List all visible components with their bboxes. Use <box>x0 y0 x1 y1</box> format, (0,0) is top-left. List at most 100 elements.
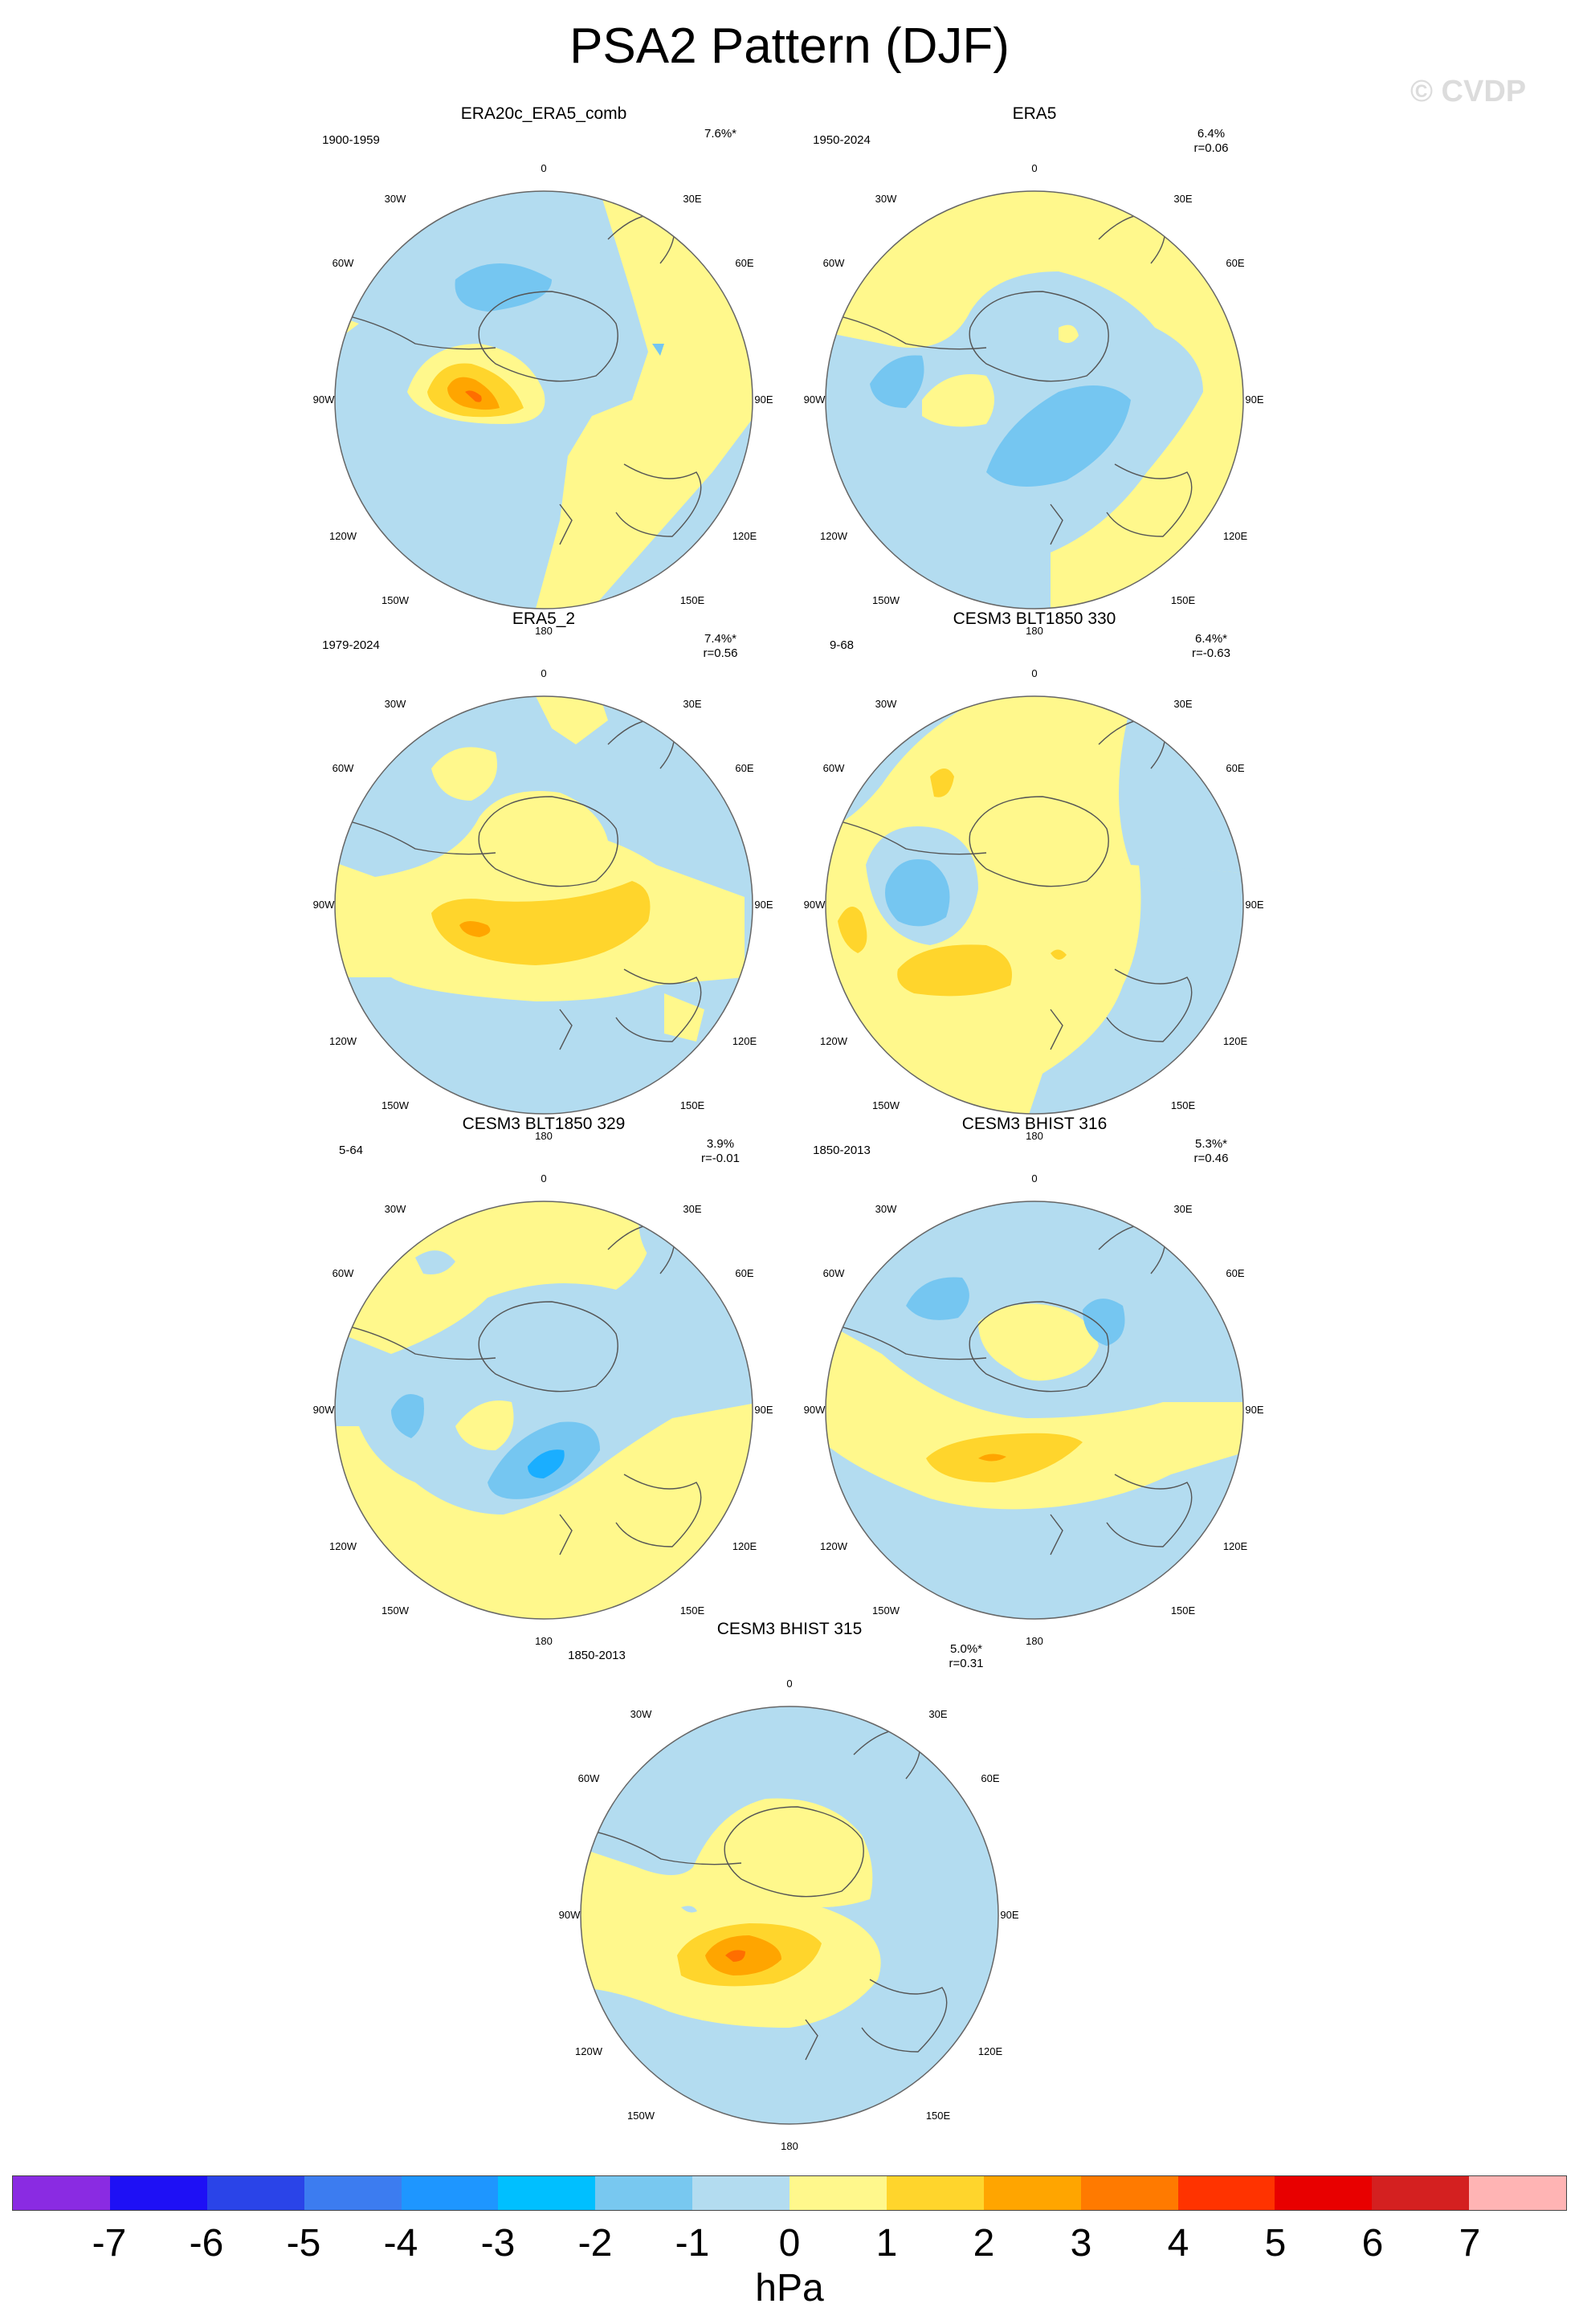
longitude-label: 30W <box>384 698 406 710</box>
longitude-label: 120E <box>732 530 757 542</box>
panel-correlation: r=-0.01 <box>701 1152 740 1165</box>
longitude-label: 150E <box>925 2110 951 2122</box>
colorbar-segment <box>790 2176 887 2210</box>
colorbar-tick-label: 7 <box>1459 2222 1481 2265</box>
negative-anomaly-region <box>986 385 1131 487</box>
panel-title: ERA20c_ERA5_comb <box>460 104 627 123</box>
negative-anomaly-region <box>1119 704 1243 873</box>
longitude-label: 120W <box>575 2045 602 2057</box>
polar-map <box>334 1201 753 1620</box>
longitude-label: 150W <box>872 594 900 606</box>
colorbar-segment <box>13 2176 110 2210</box>
panel-title: ERA5_2 <box>512 610 576 628</box>
colorbar-tick-label: 1 <box>875 2222 898 2265</box>
panel-years: 1979-2024 <box>322 638 380 652</box>
continent-coastline <box>1106 1474 1193 1547</box>
longitude-label: 60E <box>735 257 754 269</box>
longitude-label: 180 <box>1026 1635 1043 1647</box>
panel-percent: 7.4%* <box>704 632 737 646</box>
colorbar-tick-label: -4 <box>383 2222 418 2265</box>
longitude-label: 150E <box>679 1604 705 1617</box>
positive-anomaly-region <box>1014 786 1120 895</box>
panel-stats: 5.0%* r=0.31 <box>902 1642 1030 1671</box>
panel-years: 5-64 <box>338 1144 364 1157</box>
map-border <box>825 695 1244 1115</box>
panel-percent: 3.9% <box>706 1137 735 1151</box>
map-border <box>825 1201 1244 1620</box>
longitude-label: 60W <box>822 1267 845 1279</box>
longitude-label: 90E <box>1245 1404 1264 1416</box>
longitude-label: 0 <box>1031 162 1038 174</box>
positive-anomaly-region <box>930 769 954 797</box>
positive-anomaly-region <box>431 747 497 801</box>
negative-anomaly-region <box>681 1906 697 1913</box>
longitude-label: 180 <box>535 1130 553 1142</box>
longitude-label: 60W <box>332 1267 354 1279</box>
antarctica-coastline <box>969 1301 1109 1392</box>
continent-coastline <box>826 1321 987 1360</box>
longitude-label: 60E <box>1226 1267 1245 1279</box>
antarctica-coastline <box>969 796 1109 887</box>
map-panel-era20c: ERA20c_ERA5_comb 1900-1959 7.6%* 0 30E 60E… <box>295 104 793 649</box>
longitude-label: 150E <box>1170 1099 1196 1111</box>
longitude-label: 180 <box>535 625 553 637</box>
negative-anomaly-region <box>391 1394 424 1438</box>
longitude-label: 150E <box>679 1099 705 1111</box>
positive-anomaly-region <box>922 374 994 427</box>
positive-anomaly-region <box>897 944 1012 997</box>
positive-anomaly-region <box>1051 949 1067 960</box>
panel-correlation: r=0.56 <box>703 646 738 660</box>
positive-anomaly-region <box>536 191 753 609</box>
panel-title: CESM3 BLT1850 329 <box>462 1115 626 1133</box>
longitude-label: 180 <box>1026 1130 1043 1142</box>
panel-years: 1900-1959 <box>322 133 380 147</box>
longitude-label: 150E <box>679 594 705 606</box>
longitude-label: 90W <box>312 393 335 406</box>
longitude-label: 120W <box>820 530 847 542</box>
longitude-label: 60W <box>822 762 845 774</box>
map-border <box>580 1706 999 2125</box>
longitude-label: 180 <box>781 2140 798 2152</box>
longitude-label: 150W <box>872 1099 900 1111</box>
continent-coastline <box>559 1514 573 1555</box>
negative-anomaly-region <box>906 1277 969 1320</box>
longitude-label: 90E <box>1245 393 1264 406</box>
longitude-label: 0 <box>1031 1172 1038 1184</box>
longitude-label: 30E <box>1173 193 1193 205</box>
negative-anomaly-region <box>415 1250 455 1274</box>
continent-coastline <box>861 1979 948 2053</box>
polar-map <box>825 190 1244 610</box>
longitude-label: 30W <box>384 1203 406 1215</box>
longitude-label: 0 <box>541 162 547 174</box>
longitude-label: 60W <box>332 257 354 269</box>
continent-coastline <box>581 1826 742 1865</box>
continent-coastline <box>826 311 987 350</box>
colorbar-tick-label: 2 <box>973 2222 995 2265</box>
continent-coastline <box>615 1474 702 1547</box>
colorbar-segment <box>1469 2176 1566 2210</box>
colorbar-segment <box>109 2176 207 2210</box>
longitude-label: 120E <box>1222 530 1248 542</box>
map-border <box>334 1201 753 1620</box>
longitude-label: 90W <box>803 393 826 406</box>
colorbar-segment <box>886 2176 984 2210</box>
panel-percent: 6.4%* <box>1194 632 1228 646</box>
longitude-label: 60W <box>822 257 845 269</box>
longitude-label: 90W <box>803 1404 826 1416</box>
longitude-label: 150E <box>1170 1604 1196 1617</box>
longitude-label: 150E <box>1170 594 1196 606</box>
continent-coastline <box>615 463 702 537</box>
panel-stats: 5.3%* r=0.46 <box>1147 1137 1275 1166</box>
colorbar-tick-label: -1 <box>675 2222 710 2265</box>
longitude-label: 0 <box>541 1172 547 1184</box>
map-panel-era5: ERA5 1950-2024 6.4% r=0.06 0 30E 60E 90E 120… <box>785 104 1283 649</box>
continent-coastline <box>335 311 496 350</box>
positive-anomaly-region <box>978 1303 1099 1381</box>
colorbar-segment <box>401 2176 499 2210</box>
longitude-label: 120W <box>329 530 357 542</box>
longitude-label: 120W <box>820 1035 847 1047</box>
panel-years: 1950-2024 <box>813 133 871 147</box>
positive-anomaly-region <box>978 1454 1006 1462</box>
negative-anomaly-region <box>335 1250 753 1515</box>
continent-coastline <box>559 1009 573 1050</box>
